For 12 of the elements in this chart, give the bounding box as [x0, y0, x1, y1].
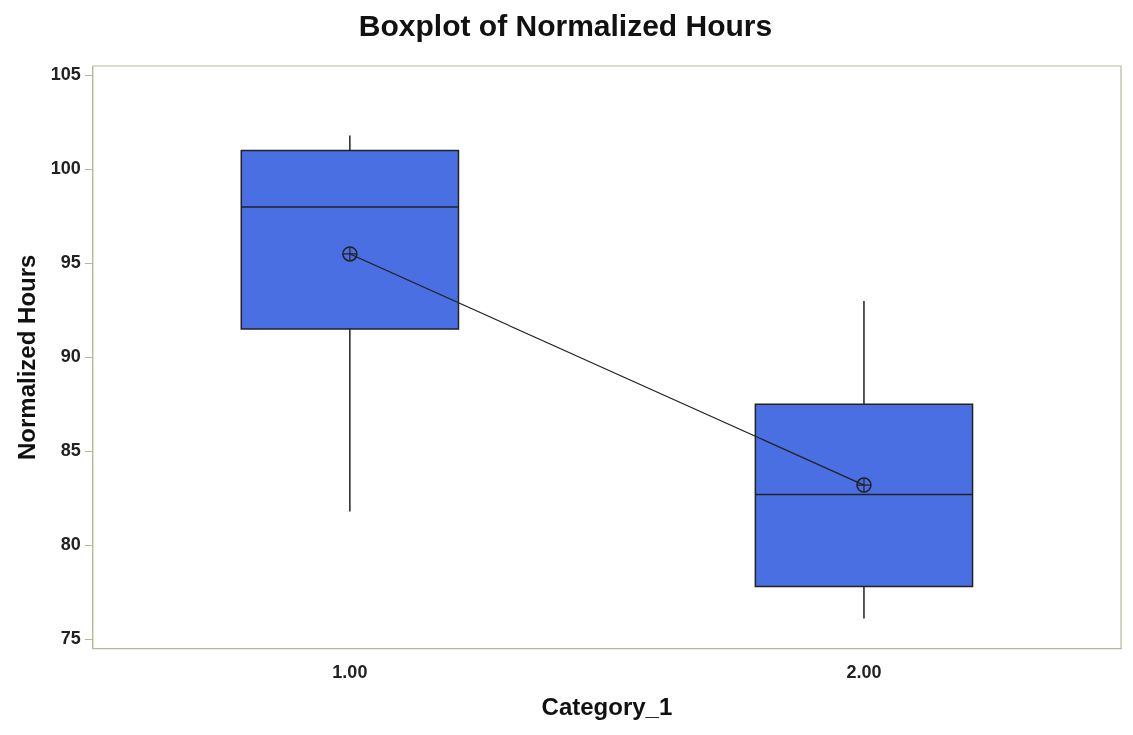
y-tick-label: 85	[60, 440, 81, 461]
y-tick-label: 95	[60, 252, 81, 273]
y-axis-title: Normalized Hours	[13, 254, 41, 460]
y-tick-label: 105	[50, 64, 81, 85]
x-tick-label: 1.00	[332, 662, 368, 683]
y-tick-label: 100	[50, 158, 81, 179]
y-tick-label: 75	[60, 628, 81, 649]
y-tick-label: 90	[60, 346, 81, 367]
x-axis-title: Category_1	[541, 693, 673, 721]
y-tick-label: 80	[60, 534, 81, 555]
x-tick-label: 2.00	[846, 662, 882, 683]
chart-title: Boxplot of Normalized Hours	[358, 9, 773, 43]
